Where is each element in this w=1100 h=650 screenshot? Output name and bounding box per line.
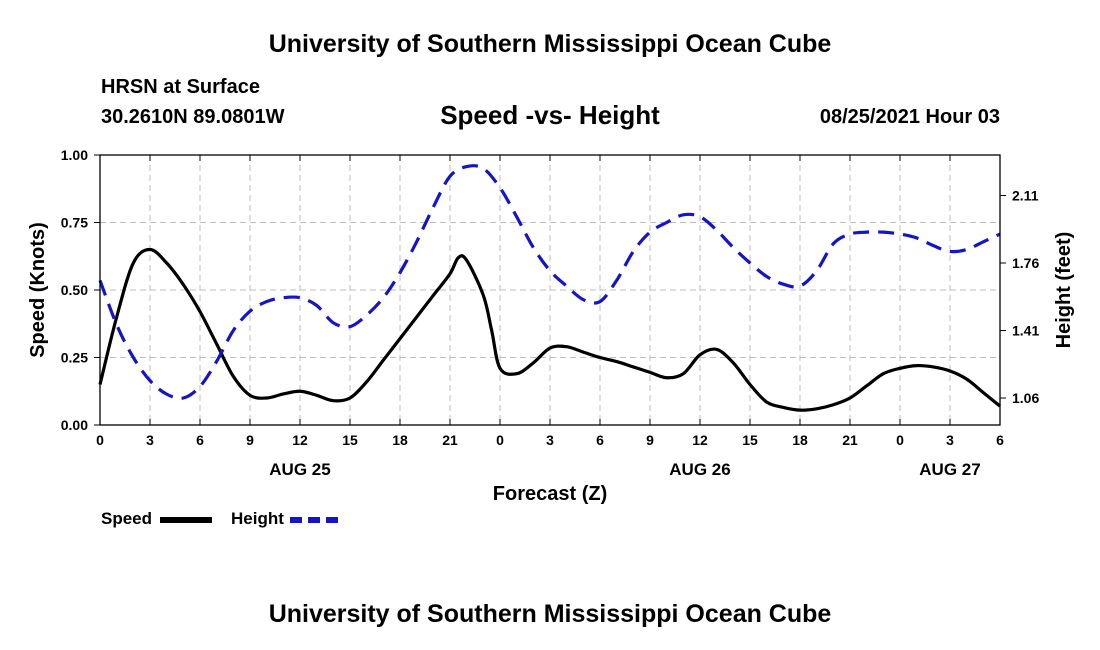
y-tick-label: 0.50 (61, 282, 88, 298)
x-tick-label: 6 (596, 432, 604, 448)
y2-tick-label: 1.06 (1012, 390, 1039, 406)
series-line-height (98, 164, 1001, 400)
x-tick-label: 0 (896, 432, 904, 448)
day-label: AUG 27 (919, 460, 980, 479)
x-tick-label: 0 (496, 432, 504, 448)
x-tick-label: 18 (792, 432, 808, 448)
y-tick-label: 0.00 (61, 417, 88, 433)
footer-title: University of Southern Mississippi Ocean… (268, 600, 832, 628)
x-tick-label: 9 (246, 432, 254, 448)
x-tick-label: 6 (196, 432, 204, 448)
y-tick-label: 0.25 (61, 350, 88, 366)
x-tick-label: 21 (842, 432, 858, 448)
y-tick-label: 0.75 (61, 215, 88, 231)
x-tick-label: 3 (946, 432, 954, 448)
forecast-datetime: 08/25/2021 Hour 03 (819, 106, 1000, 128)
day-label: AUG 26 (669, 460, 730, 479)
grid-layer (100, 155, 1000, 425)
y2-axis-label: Height (feet) (1053, 232, 1075, 349)
y-axis-label: Speed (Knots) (27, 222, 49, 358)
x-tick-label: 6 (996, 432, 1004, 448)
x-tick-label: 9 (646, 432, 654, 448)
x-tick-label: 21 (442, 432, 458, 448)
x-tick-label: 15 (742, 432, 758, 448)
x-tick-label: 15 (342, 432, 358, 448)
x-axis-label: Forecast (Z) (493, 483, 607, 505)
x-tick-label: 12 (292, 432, 308, 448)
series-line-speed (98, 247, 1002, 412)
station-label: HRSN at Surface (101, 76, 260, 98)
legend-height-label: Height (231, 509, 284, 528)
x-tick-label: 0 (96, 432, 104, 448)
x-tick-label: 3 (146, 432, 154, 448)
y2-tick-label: 1.76 (1012, 255, 1039, 271)
axis-layer: 0 3 6 9 12 15 18 21 0 3 6 9 12 15 18 21 0 3 6 0.00 0.25 0.50 0… (61, 147, 1040, 479)
x-tick-label: 12 (692, 432, 708, 448)
x-tick-label: 18 (392, 432, 408, 448)
legend-speed-label: Speed (101, 509, 153, 528)
y2-tick-label: 2.11 (1012, 188, 1039, 204)
y-tick-label: 1.00 (61, 147, 88, 163)
day-label: AUG 25 (269, 460, 330, 479)
y2-tick-label: 1.41 (1012, 323, 1039, 339)
chart-subtitle: Speed -vs- Height (440, 100, 660, 130)
series-layer (98, 164, 1002, 412)
station-coordinates: 30.2610N 89.0801W (101, 106, 285, 128)
x-tick-label: 3 (546, 432, 554, 448)
chart-title: University of Southern Mississippi Ocean… (268, 30, 832, 58)
